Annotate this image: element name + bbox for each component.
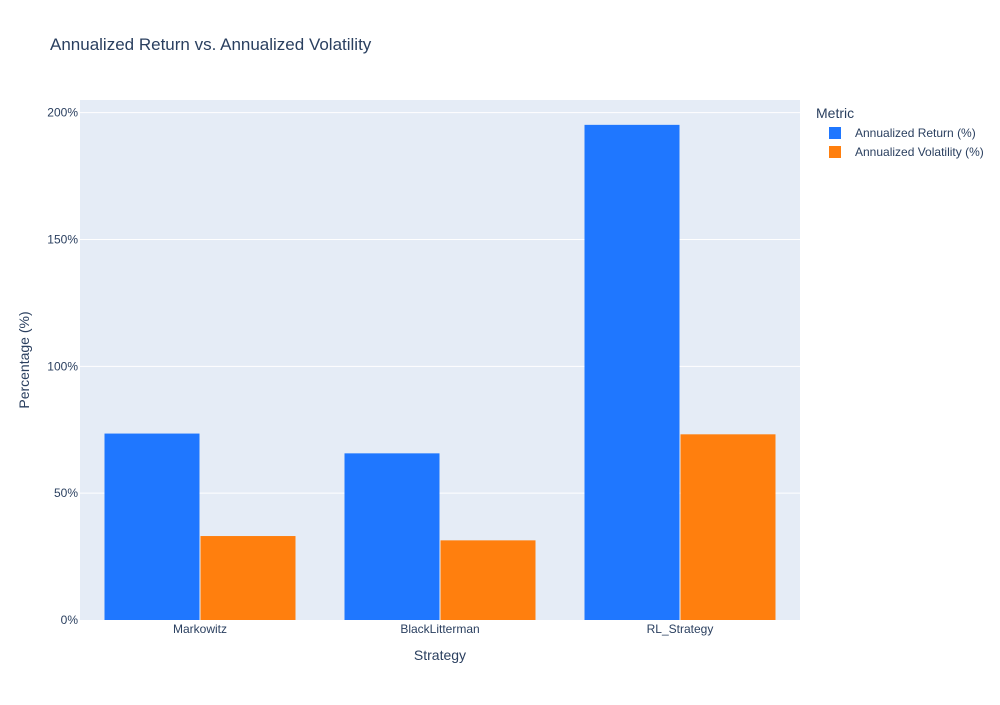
x-tick-label: BlackLitterman — [400, 622, 479, 636]
legend-swatch[interactable] — [829, 146, 841, 158]
legend-item-label[interactable]: Annualized Volatility (%) — [855, 145, 984, 159]
legend-swatch[interactable] — [829, 127, 841, 139]
plot-area — [80, 100, 800, 620]
y-tick-label: 0% — [61, 613, 79, 627]
y-axis-ticks: 0% 50% 100% 150% 200% — [47, 106, 78, 627]
y-tick-label: 200% — [47, 106, 78, 120]
y-axis-title: Percentage (%) — [16, 311, 32, 408]
bar-return-markowitz[interactable] — [104, 433, 200, 620]
legend-title: Metric — [816, 105, 854, 121]
bar-volatility-rl_strategy[interactable] — [680, 434, 776, 620]
bar-return-blacklitterman[interactable] — [344, 453, 440, 620]
legend: Metric Annualized Return (%) Annualized V… — [816, 105, 984, 159]
gridlines — [80, 112, 800, 494]
legend-item-label[interactable]: Annualized Return (%) — [855, 126, 976, 140]
x-tick-label: Markowitz — [173, 622, 227, 636]
x-tick-label: RL_Strategy — [647, 622, 714, 636]
y-tick-label: 150% — [47, 233, 78, 247]
x-axis-ticks: Markowitz BlackLitterman RL_Strategy — [173, 622, 713, 636]
x-axis-title: Strategy — [414, 647, 466, 663]
bars — [104, 124, 776, 621]
y-tick-label: 50% — [54, 486, 78, 500]
y-tick-label: 100% — [47, 359, 78, 373]
bar-volatility-markowitz[interactable] — [200, 536, 296, 620]
bar-volatility-blacklitterman[interactable] — [440, 540, 536, 620]
chart-title: Annualized Return vs. Annualized Volatil… — [50, 35, 372, 54]
bar-return-rl_strategy[interactable] — [584, 124, 680, 621]
